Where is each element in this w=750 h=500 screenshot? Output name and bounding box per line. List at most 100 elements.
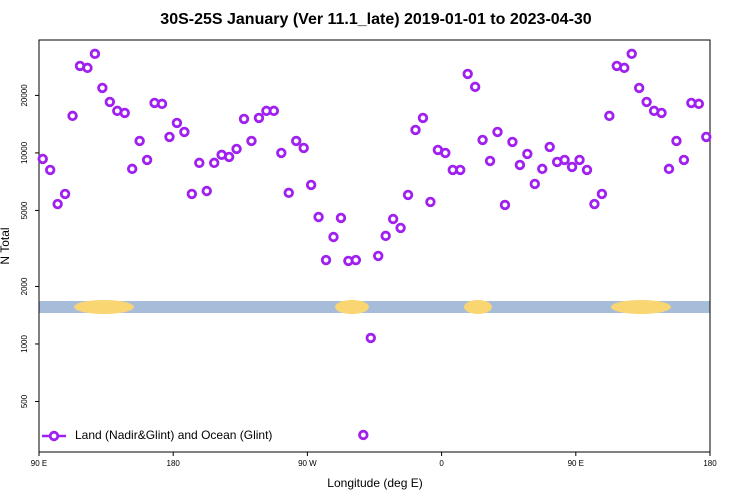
point (410, 124, 421, 136)
point (656, 107, 667, 119)
chart-title: 30S-25S January (Ver 11.1_late) 2019-01-… (160, 11, 591, 28)
x-tick-label: 180 (167, 459, 181, 468)
point (477, 134, 488, 146)
point (164, 131, 175, 143)
point (44, 164, 56, 176)
point (156, 98, 168, 110)
point (484, 155, 496, 167)
legend-marker (48, 430, 60, 442)
point (395, 222, 406, 234)
point (59, 188, 71, 200)
land-patch (74, 300, 134, 314)
point (417, 112, 429, 124)
point (328, 231, 339, 243)
x-tick-label: 90 E (568, 459, 584, 468)
land-patch (335, 300, 369, 314)
point (678, 154, 690, 166)
point (387, 213, 399, 225)
land-patch (464, 300, 492, 314)
point (126, 163, 138, 175)
point (276, 147, 287, 159)
plot-frame (38, 39, 711, 453)
point (566, 161, 578, 173)
y-axis-label: N Total (0, 227, 12, 264)
x-tick-label: 0 (439, 459, 444, 468)
point (626, 48, 637, 60)
y-tick-label: 20000 (20, 84, 29, 107)
point (171, 117, 183, 129)
point (141, 154, 153, 166)
point (619, 62, 630, 74)
point (455, 164, 466, 176)
point (223, 151, 235, 163)
point (313, 211, 324, 223)
x-tick-label: 180 (703, 459, 717, 468)
point (380, 230, 391, 242)
x-tick-label: 90 E (31, 459, 47, 468)
point (209, 157, 220, 169)
point (514, 159, 526, 171)
point (231, 143, 242, 155)
point (529, 178, 540, 190)
point (537, 163, 548, 175)
point (641, 96, 652, 108)
point (52, 198, 63, 210)
point (201, 185, 212, 197)
point (462, 68, 473, 80)
y-tick-label: 500 (20, 394, 29, 408)
point (522, 148, 533, 160)
point (596, 188, 608, 200)
point (350, 254, 362, 266)
point (291, 135, 302, 147)
point (574, 154, 585, 166)
legend-label: Land (Nadir&Glint) and Ocean (Glint) (75, 428, 272, 442)
point (633, 82, 645, 94)
point (97, 82, 108, 94)
point (283, 187, 294, 199)
point (589, 198, 600, 210)
point (238, 113, 250, 125)
point (425, 196, 436, 208)
point (179, 126, 190, 138)
point (492, 126, 503, 138)
point (499, 199, 511, 211)
point (544, 141, 555, 153)
point (104, 96, 116, 108)
point (305, 179, 317, 191)
ocean-band (39, 301, 710, 313)
point (671, 135, 682, 147)
point (253, 112, 265, 124)
point (320, 254, 332, 266)
land-patch (611, 300, 671, 314)
point (604, 110, 615, 122)
point (440, 147, 451, 159)
point (693, 98, 705, 110)
land-band (39, 300, 710, 314)
y-tick-label: 1000 (20, 335, 29, 353)
point (186, 188, 198, 200)
point (37, 153, 48, 165)
point (335, 212, 347, 224)
point (559, 154, 570, 166)
point (581, 164, 593, 176)
point (246, 135, 257, 147)
x-axis-label: Longitude (deg E) (327, 476, 422, 490)
point (134, 135, 145, 147)
point (119, 107, 130, 119)
point (469, 81, 481, 93)
point (298, 142, 309, 154)
y-tick-label: 10000 (20, 141, 29, 164)
y-tick-label: 2000 (20, 277, 29, 295)
point (402, 189, 414, 201)
point (358, 429, 369, 441)
point (663, 163, 675, 175)
point (194, 157, 205, 169)
point (701, 131, 712, 143)
y-tick-label: 5000 (20, 201, 29, 219)
point (89, 48, 101, 60)
point (67, 110, 78, 122)
point (82, 62, 93, 74)
point (268, 105, 280, 117)
